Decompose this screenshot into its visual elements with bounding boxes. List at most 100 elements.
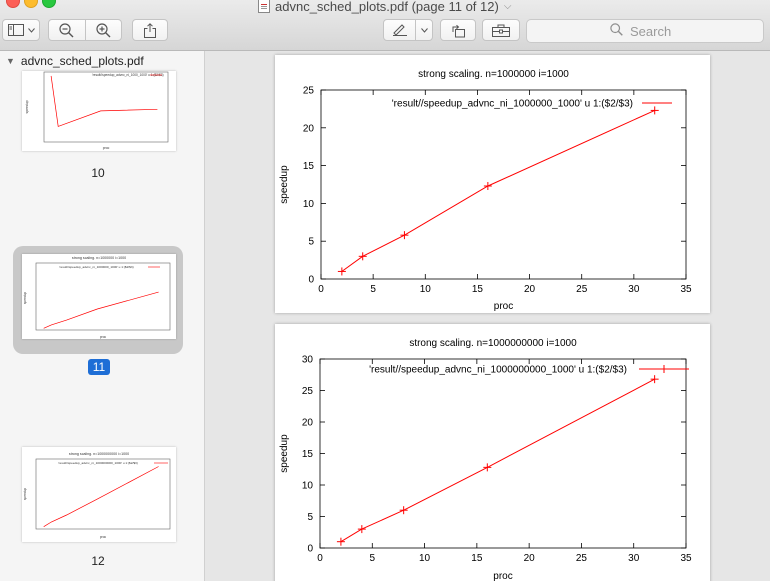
thumbnail-sidebar: ▼ advnc_sched_plots.pdf 'result//speedup… [0,51,205,581]
y-tick-label: 10 [303,199,315,210]
chevron-down-icon [420,27,428,33]
share-button[interactable] [132,19,168,41]
zoom-in-icon [96,22,111,38]
search-input[interactable] [628,22,680,40]
data-point-marker [399,506,408,515]
sidebar-document-header[interactable]: ▼ advnc_sched_plots.pdf [0,51,204,71]
data-point-marker [400,231,409,240]
page-thumbnail-10[interactable]: 'result//speedup_advnc_ni_1000_1000' u 1… [22,71,176,151]
data-point-marker [483,463,492,472]
x-tick-label: 20 [524,553,536,564]
rotate-icon [451,23,466,38]
zoom-out-button[interactable] [49,22,85,38]
data-point-marker [337,267,346,276]
x-tick-label: 15 [472,284,484,295]
x-tick-label: 35 [680,553,692,564]
thumb-xlabel: proc [100,335,107,339]
data-point-marker [650,106,659,115]
sidebar-toggle-button[interactable] [2,19,40,41]
disclosure-triangle-icon[interactable]: ▼ [6,56,15,66]
thumbnail-chart-11: strong scaling. n=1000000 i=1000 'result… [23,256,171,339]
thumb-ylabel: speedup [23,292,27,304]
data-point-marker [483,182,492,191]
page-number-11[interactable]: 11 [88,359,110,375]
window-title-text: advnc_sched_plots.pdf (page 11 of 12) [275,0,499,14]
speedup-chart-page-11: strong scaling. n=1000000 i=1000 0 5 10 15 20… [279,69,692,312]
x-tick-label: 0 [317,553,323,564]
y-tick-label: 20 [302,418,314,429]
markup-control [383,19,433,41]
y-tick-label: 25 [302,386,314,397]
y-axis-label: speedup [279,165,290,204]
y-tick-label: 15 [303,161,315,172]
markup-menu-button[interactable] [416,27,432,33]
document-view[interactable]: strong scaling. n=1000000 i=1000 0 5 10 15 20… [205,51,770,581]
x-tick-label: 30 [628,284,640,295]
y-tick-label: 10 [302,481,314,492]
chevron-down-icon [27,27,35,33]
y-tick-label: 15 [302,449,314,460]
y-tick-label: 25 [303,86,315,97]
search-icon [610,23,623,39]
x-tick-label: 35 [680,284,692,295]
window-titlebar: advnc_sched_plots.pdf (page 11 of 12) ⌵ [0,0,770,51]
thumb-ylabel: speedup [23,488,27,500]
markup-pen-icon [392,24,408,36]
x-tick-label: 15 [471,553,483,564]
page-thumbnail-12[interactable]: strong scaling. n=1000000000 i=1000 'res… [22,447,176,542]
x-axis-label: proc [494,301,513,312]
thumb-xlabel: proc [103,146,110,150]
y-axis-label: speedup [279,434,290,473]
chart-title: strong scaling. n=1000000 i=1000 [418,69,569,80]
zoom-control [48,19,122,41]
x-tick-label: 25 [576,553,588,564]
minimize-window-button[interactable] [24,0,38,8]
thumb-title: strong scaling. n=1000000000 i=1000 [69,452,129,456]
pdf-document-icon [258,0,270,13]
y-tick-label: 30 [302,355,314,366]
zoom-in-button[interactable] [86,22,122,38]
zoom-out-icon [59,22,74,38]
x-tick-label: 5 [370,284,376,295]
y-tick-label: 20 [303,123,315,134]
x-tick-label: 0 [318,284,324,295]
series-line [341,109,655,272]
x-axis-label: proc [493,571,512,581]
page-number-10[interactable]: 10 [91,166,105,180]
zoom-window-button[interactable] [42,0,56,8]
page-thumbnail-11[interactable]: strong scaling. n=1000000 i=1000 'result… [22,254,176,339]
chart-title: strong scaling. n=1000000000 i=1000 [409,338,577,349]
x-tick-label: 10 [419,553,431,564]
thumbnail-chart-10: 'result//speedup_advnc_ni_1000_1000' u 1… [25,71,169,150]
data-point-marker [650,375,659,384]
markup-button[interactable] [384,24,415,36]
x-tick-label: 10 [420,284,432,295]
data-point-marker [357,525,366,534]
x-tick-label: 30 [628,553,640,564]
thumb-ylabel: speedup [25,100,29,113]
legend-entry-label: 'result//speedup_advnc_ni_1000000000_100… [369,365,627,376]
search-field[interactable] [526,19,764,43]
x-tick-label: 25 [576,284,588,295]
window-title[interactable]: advnc_sched_plots.pdf (page 11 of 12) ⌵ [258,0,511,14]
y-tick-label: 0 [308,275,314,286]
y-tick-label: 5 [308,237,314,248]
thumb-legend-text: 'result//speedup_advnc_ni_1000000000_100… [58,461,138,465]
sidebar-file-name: advnc_sched_plots.pdf [20,54,144,68]
y-tick-label: 0 [307,544,313,555]
page-number-12[interactable]: 12 [91,554,105,568]
toolbox-button[interactable] [482,19,520,41]
thumb-title: strong scaling. n=1000000 i=1000 [72,256,126,260]
thumb-legend-text: 'result//speedup_advnc_ni_1000000_1000' … [59,265,134,269]
legend-entry-label: 'result//speedup_advnc_ni_1000000_1000' … [392,99,633,110]
toolbox-icon [492,24,510,37]
close-window-button[interactable] [6,0,20,8]
thumb-xlabel: proc [100,535,107,539]
rotate-button[interactable] [440,19,476,41]
pdf-page-11: strong scaling. n=1000000 i=1000 0 5 10 15 20… [275,55,710,313]
thumb-legend-text: 'result//speedup_advnc_ni_1000_1000' u 1… [92,73,164,77]
plot-frame [319,358,687,549]
x-tick-label: 5 [370,553,376,564]
thumbnail-chart-12: strong scaling. n=1000000000 i=1000 'res… [23,452,171,539]
data-point-marker [336,537,345,546]
